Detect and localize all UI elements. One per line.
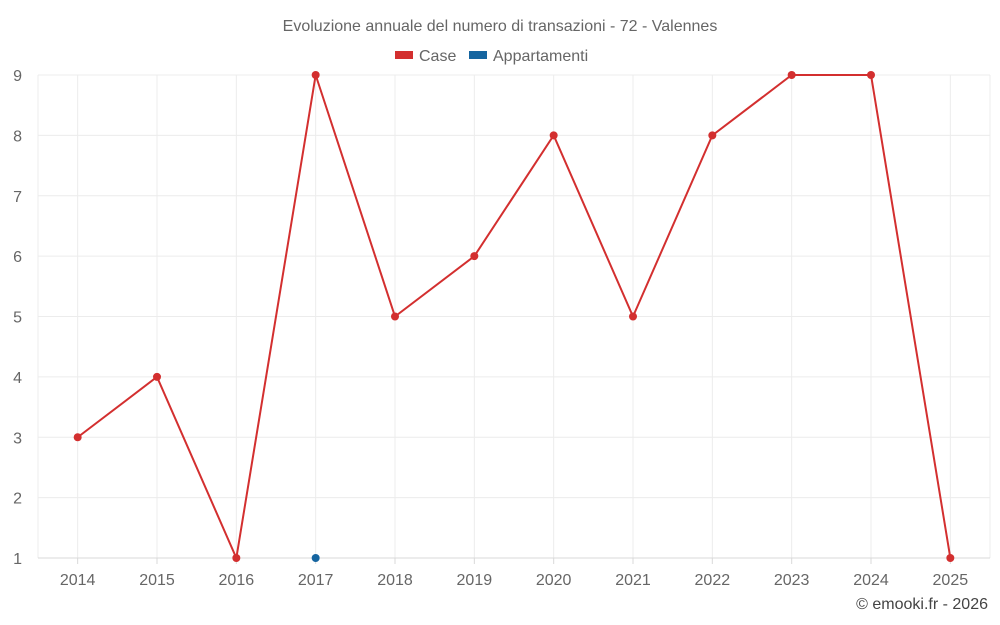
x-tick-label: 2022 bbox=[695, 572, 731, 589]
y-tick-label: 3 bbox=[13, 430, 22, 447]
y-tick-label: 1 bbox=[13, 551, 22, 568]
x-tick-label: 2024 bbox=[853, 572, 889, 589]
x-axis: 2014 2015 2016 2017 2018 2019 2020 2021 2022 2023… bbox=[60, 558, 968, 589]
x-tick-label: 2017 bbox=[298, 572, 334, 589]
series-layer bbox=[73, 71, 955, 562]
data-point-case[interactable] bbox=[946, 554, 955, 562]
credit: © emooki.fr - 2026 bbox=[856, 596, 988, 613]
data-point-case[interactable] bbox=[391, 312, 399, 321]
grid bbox=[37, 74, 991, 559]
x-tick-label: 2016 bbox=[219, 572, 255, 589]
legend-swatch-appartamenti bbox=[469, 51, 487, 59]
y-tick-label: 9 bbox=[13, 68, 22, 85]
data-point-case[interactable] bbox=[232, 554, 241, 562]
y-axis: 1 2 3 4 5 6 7 8 9 bbox=[13, 68, 22, 568]
y-tick-label: 7 bbox=[13, 189, 22, 206]
data-point-case[interactable] bbox=[787, 71, 796, 79]
x-tick-label: 2025 bbox=[933, 572, 969, 589]
legend-label-case[interactable]: Case bbox=[419, 48, 456, 65]
data-point-case[interactable] bbox=[867, 71, 875, 79]
x-tick-label: 2021 bbox=[615, 572, 651, 589]
data-point-case[interactable] bbox=[153, 372, 161, 381]
x-tick-label: 2020 bbox=[536, 572, 572, 589]
chart-title: Evoluzione annuale del numero di transaz… bbox=[283, 18, 718, 35]
series-line-case bbox=[77, 74, 952, 562]
y-tick-label: 5 bbox=[13, 310, 22, 327]
x-tick-label: 2023 bbox=[774, 572, 810, 589]
legend-label-appartamenti[interactable]: Appartamenti bbox=[493, 48, 588, 65]
data-point-case[interactable] bbox=[470, 252, 479, 261]
data-point-case[interactable] bbox=[708, 131, 717, 140]
y-tick-label: 6 bbox=[13, 249, 22, 266]
x-tick-label: 2015 bbox=[139, 572, 175, 589]
data-point-case[interactable] bbox=[629, 312, 637, 321]
legend-swatch-case bbox=[395, 51, 413, 59]
x-tick-label: 2014 bbox=[60, 572, 96, 589]
y-tick-label: 2 bbox=[13, 491, 22, 508]
data-point-appartamenti[interactable] bbox=[311, 554, 320, 562]
data-point-case[interactable] bbox=[549, 131, 558, 140]
x-tick-label: 2018 bbox=[377, 572, 413, 589]
y-tick-label: 4 bbox=[13, 370, 22, 387]
x-tick-label: 2019 bbox=[457, 572, 493, 589]
data-point-case[interactable] bbox=[73, 433, 82, 442]
data-point-case[interactable] bbox=[311, 71, 320, 79]
y-tick-label: 8 bbox=[13, 128, 22, 145]
legend: Case Appartamenti bbox=[395, 48, 588, 65]
